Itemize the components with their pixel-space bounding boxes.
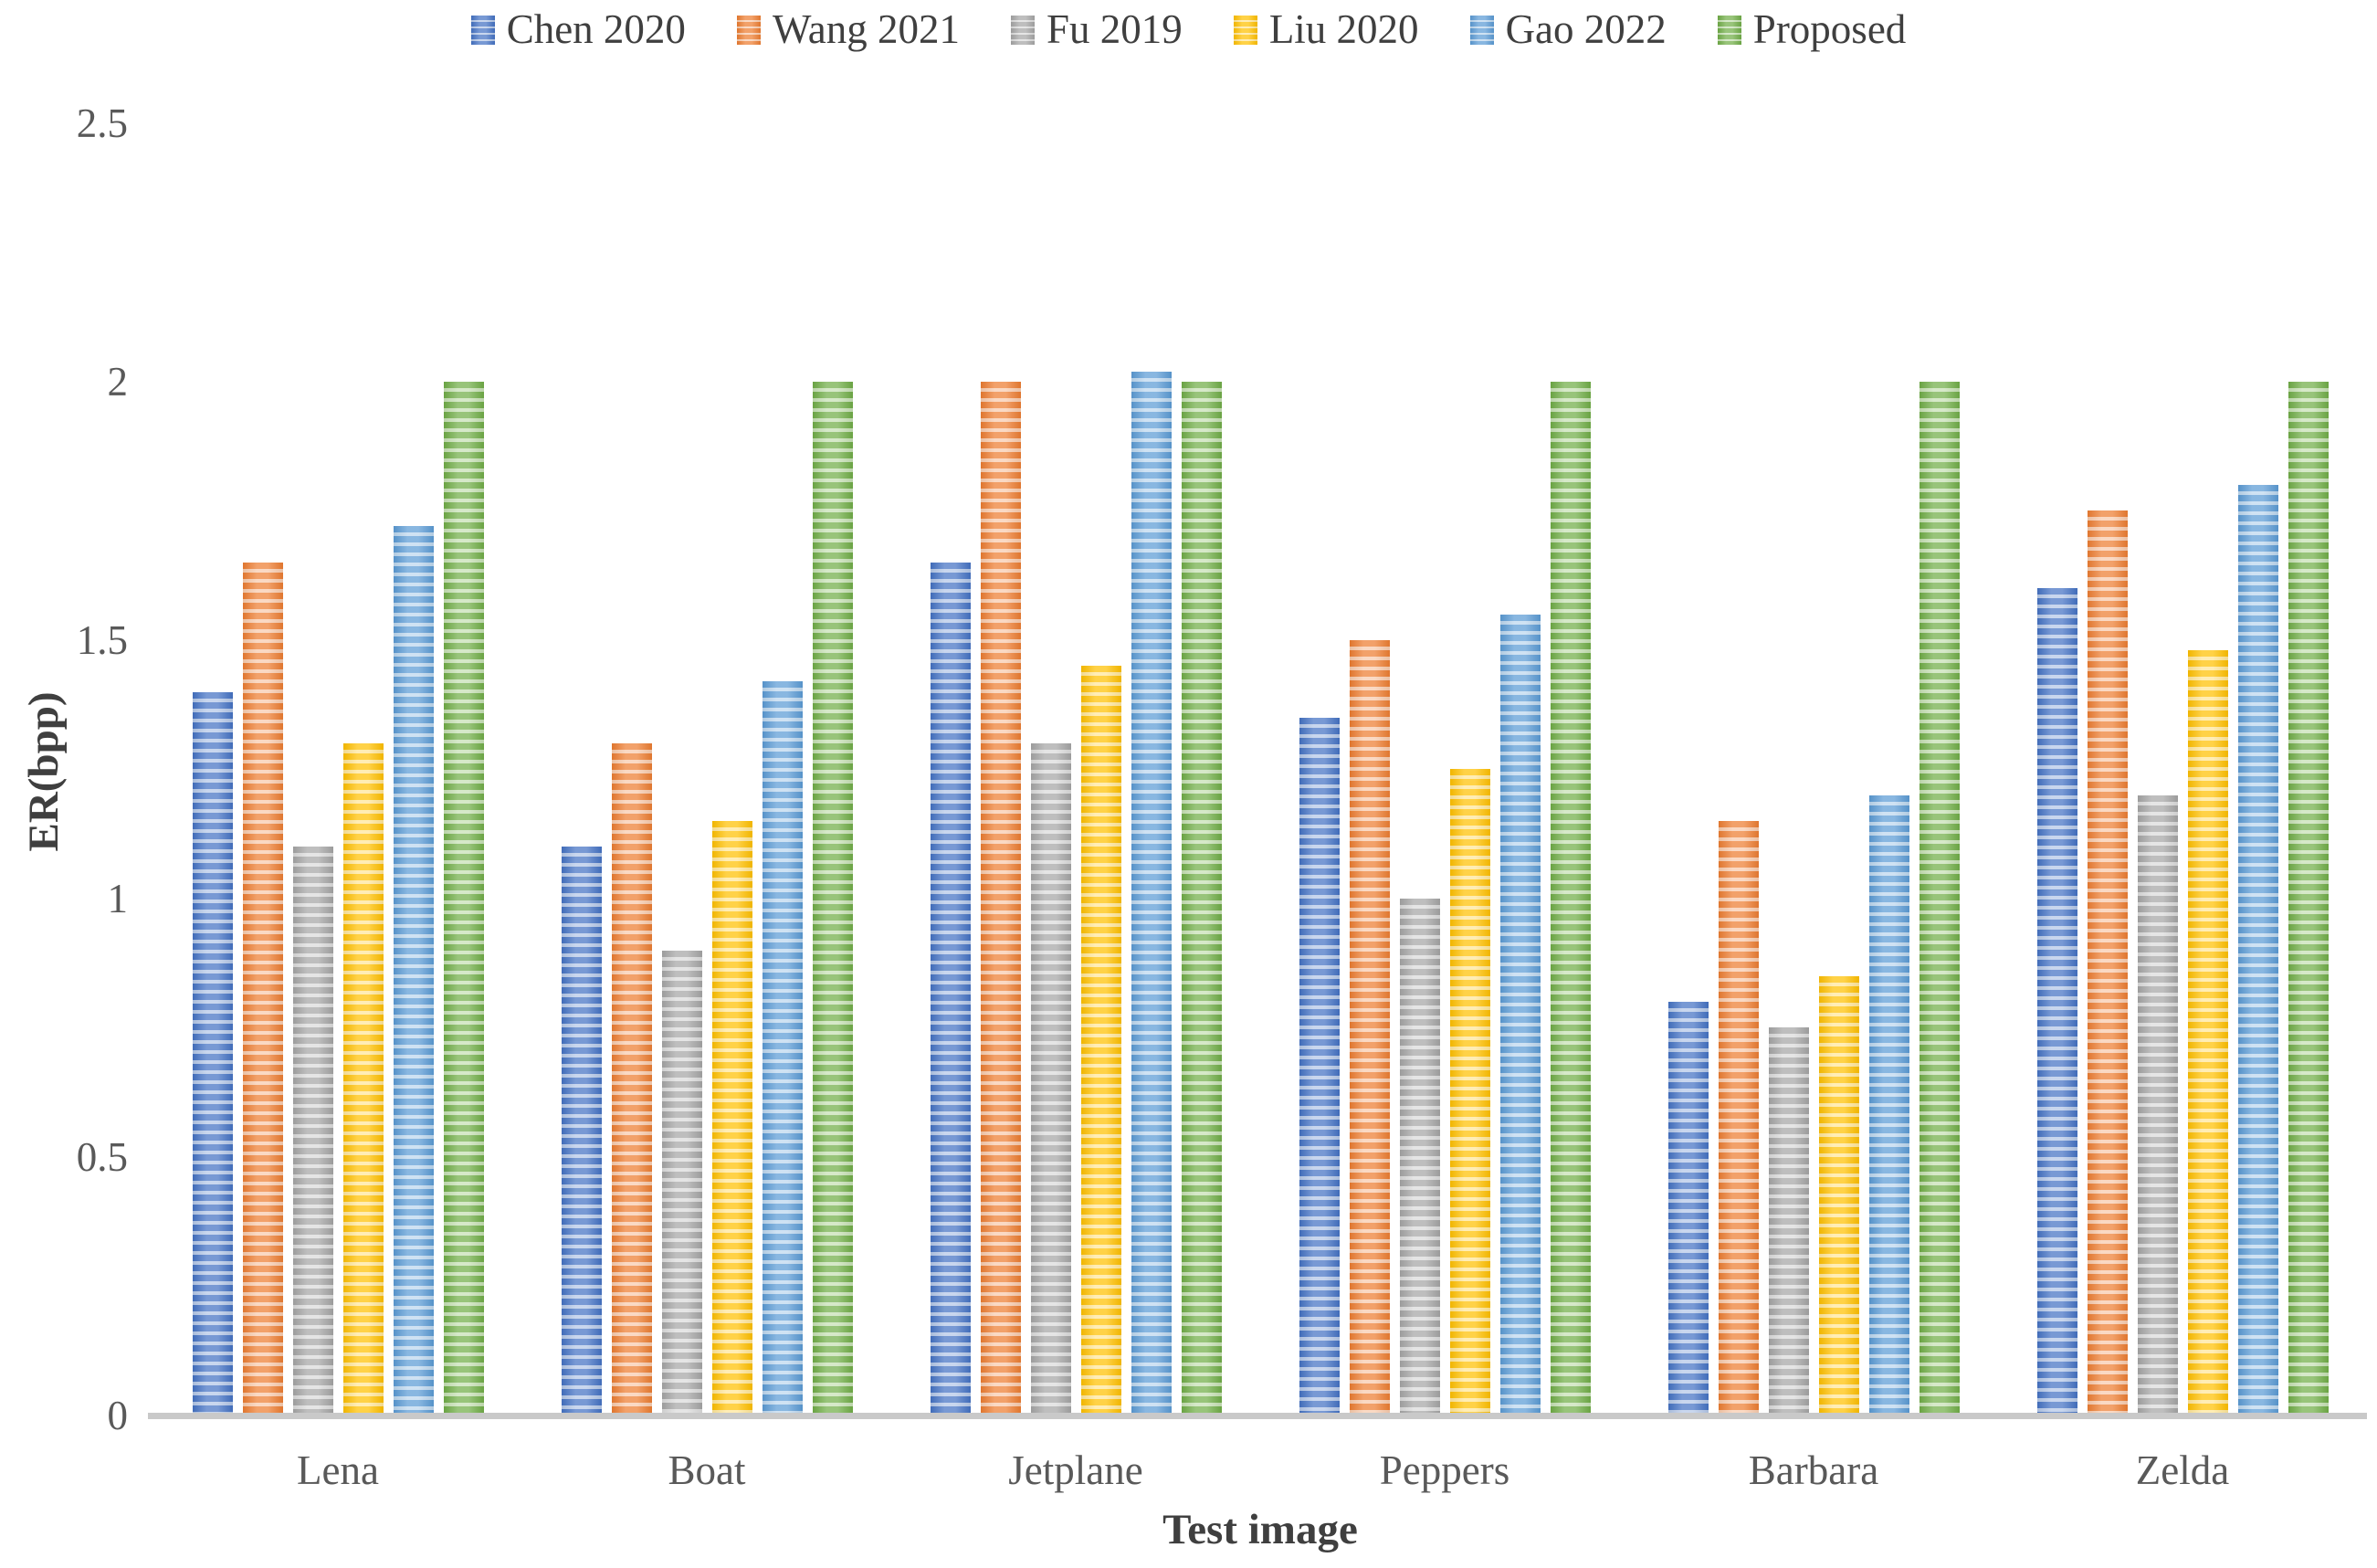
- bar-wang-2021-lena: [242, 563, 283, 1415]
- bar-fu-2019-barbara: [1768, 1027, 1809, 1415]
- y-tick-label-2: 2: [107, 359, 129, 405]
- x-category-label-jetplane: Jetplane: [1008, 1447, 1143, 1493]
- legend-item-liu-2020: Liu 2020: [1233, 6, 1419, 52]
- legend-item-chen-2020: Chen 2020: [470, 6, 686, 52]
- bar-proposed-boat: [812, 382, 853, 1415]
- bar-chen-2020-peppers: [1299, 718, 1340, 1415]
- bar-liu-2020-zelda: [2187, 650, 2228, 1415]
- bar-gao-2022-jetplane: [1131, 372, 1172, 1415]
- y-tick-label-2.5: 2.5: [76, 100, 128, 146]
- bar-gao-2022-peppers: [1499, 615, 1541, 1415]
- bar-group-zelda: [1998, 123, 2367, 1415]
- bar-wang-2021-peppers: [1349, 640, 1390, 1415]
- bar-wang-2021-barbara: [1718, 821, 1759, 1415]
- y-tick-label-0.5: 0.5: [76, 1134, 128, 1180]
- bar-proposed-jetplane: [1181, 382, 1222, 1415]
- legend-swatch-chen-2020: [470, 15, 495, 45]
- legend-item-wang-2021: Wang 2021: [736, 6, 961, 52]
- y-axis-title: ER(bpp): [20, 691, 68, 852]
- legend-label: Liu 2020: [1268, 6, 1419, 52]
- legend-item-proposed: Proposed: [1717, 6, 1907, 52]
- legend-swatch-fu-2019: [1011, 15, 1036, 45]
- legend-item-fu-2019: Fu 2019: [1011, 9, 1183, 50]
- bar-fu-2019-jetplane: [1030, 743, 1071, 1415]
- bar-fu-2019-boat: [661, 951, 702, 1415]
- bar-proposed-peppers: [1550, 382, 1591, 1415]
- bar-chen-2020-lena: [192, 692, 233, 1415]
- legend-label: Fu 2019: [1047, 6, 1183, 52]
- bar-liu-2020-boat: [711, 821, 752, 1415]
- plot-area: [153, 123, 2367, 1415]
- bar-group-lena: [153, 123, 522, 1415]
- bar-group-boat: [522, 123, 891, 1415]
- bar-group-barbara: [1629, 123, 1998, 1415]
- legend-label: Wang 2021: [772, 6, 961, 52]
- chart-legend: Chen 2020 Wang 2021 Fu 2019 Liu 2020 Gao 202…: [0, 9, 2377, 50]
- y-tick-label-1: 1: [107, 876, 129, 921]
- bar-fu-2019-peppers: [1399, 899, 1440, 1415]
- legend-label: Gao 2022: [1505, 6, 1667, 52]
- bar-liu-2020-lena: [342, 743, 384, 1415]
- bar-liu-2020-peppers: [1449, 769, 1490, 1415]
- legend-item-gao-2022: Gao 2022: [1469, 6, 1667, 52]
- bar-chen-2020-jetplane: [930, 563, 971, 1415]
- bar-gao-2022-lena: [393, 526, 434, 1415]
- bar-group-jetplane: [891, 123, 1260, 1415]
- bar-fu-2019-zelda: [2137, 795, 2178, 1415]
- x-category-label-peppers: Peppers: [1379, 1447, 1510, 1493]
- x-category-label-barbara: Barbara: [1748, 1447, 1879, 1493]
- bar-chen-2020-boat: [561, 847, 602, 1415]
- bar-proposed-zelda: [2288, 382, 2329, 1415]
- legend-swatch-gao-2022: [1469, 15, 1494, 45]
- bar-wang-2021-jetplane: [980, 382, 1021, 1415]
- bar-proposed-lena: [443, 382, 484, 1415]
- legend-label: Proposed: [1752, 6, 1907, 52]
- bar-gao-2022-barbara: [1868, 795, 1909, 1415]
- bar-fu-2019-lena: [292, 847, 333, 1415]
- bar-liu-2020-barbara: [1818, 976, 1859, 1415]
- x-category-label-lena: Lena: [297, 1447, 379, 1493]
- x-category-label-zelda: Zelda: [2135, 1447, 2230, 1493]
- legend-swatch-proposed: [1717, 15, 1741, 45]
- x-axis-title: Test image: [1162, 1506, 1358, 1553]
- legend-swatch-liu-2020: [1233, 15, 1257, 45]
- bar-liu-2020-jetplane: [1080, 666, 1121, 1415]
- bar-chen-2020-barbara: [1667, 1002, 1709, 1415]
- legend-swatch-wang-2021: [736, 15, 761, 45]
- y-tick-label-0: 0: [107, 1393, 129, 1438]
- x-axis-category-labels: Lena Boat Jetplane Peppers Barbara Zelda: [153, 1447, 2367, 1494]
- x-axis-line: [148, 1413, 2367, 1419]
- bar-gao-2022-boat: [762, 681, 803, 1415]
- bar-chen-2020-zelda: [2036, 588, 2077, 1415]
- legend-label: Chen 2020: [506, 6, 686, 52]
- x-category-label-boat: Boat: [668, 1447, 746, 1493]
- bar-gao-2022-zelda: [2237, 485, 2278, 1415]
- bar-wang-2021-zelda: [2087, 510, 2128, 1415]
- y-tick-label-1.5: 1.5: [76, 617, 128, 663]
- bar-proposed-barbara: [1919, 382, 1960, 1415]
- bar-group-peppers: [1260, 123, 1629, 1415]
- bar-wang-2021-boat: [611, 743, 652, 1415]
